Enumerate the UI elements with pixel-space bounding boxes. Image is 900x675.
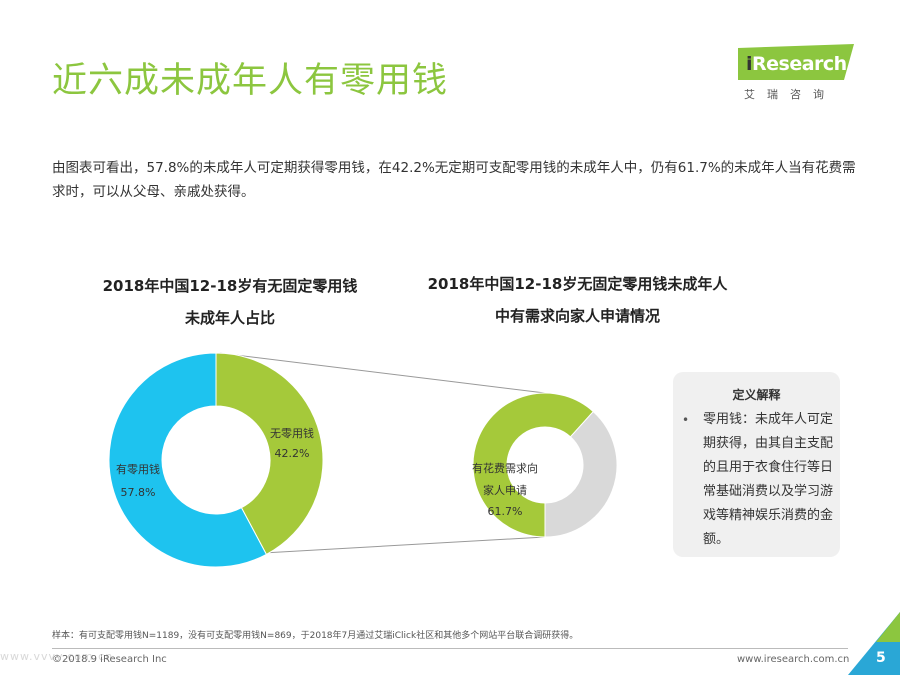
chart1-title-line1: 2018年中国12-18岁有无固定零用钱 (102, 277, 358, 295)
connector-line-0 (219, 352, 546, 394)
slice-value-request: 61.7% (488, 505, 523, 518)
data-labels: 无零用钱 42.2% 有零用钱 57.8% 有花费需求向 家人申请 61.7% (116, 426, 538, 518)
definition-bullet: • (682, 413, 690, 427)
donut-chart-1 (108, 352, 324, 568)
chart2-title-line2: 中有需求向家人申请情况 (494, 307, 660, 325)
intro-paragraph: 由图表可看出，57.8%的未成年人可定期获得零用钱，在42.2%无定期可支配零用… (52, 160, 856, 200)
copyright: ©2018.9 iResearch Inc (52, 654, 167, 665)
connector-lines (219, 352, 546, 554)
watermark: www.vvvv.com.cn (0, 650, 114, 663)
slice-label-has-allowance: 有零用钱 (116, 462, 160, 476)
chart2-title: 2018年中国12-18岁无固定零用钱未成年人 中有需求向家人申请情况 (400, 268, 755, 332)
page-title: 近六成未成年人有零用钱 (52, 61, 449, 101)
definition-title: 定义解释 (732, 388, 781, 402)
definition-text: 零用钱：未成年人可定期获得，由其自主支配的且用于衣食住行等日常基础消费以及学习游… (703, 412, 834, 547)
chart1-title: 2018年中国12-18岁有无固定零用钱 未成年人占比 (70, 270, 390, 334)
slice-value-no-allowance: 42.2% (275, 447, 310, 460)
logo-chinese-name: 艾瑞咨询 (744, 88, 836, 101)
donut2-slice-1 (544, 410, 618, 538)
logo-wordmark: iResearch (746, 53, 847, 75)
slice-label-request-line2: 家人申请 (483, 483, 527, 497)
donut2-slice-0 (472, 392, 594, 538)
chart1-title-line2: 未成年人占比 (184, 309, 275, 327)
chart2-title-line1: 2018年中国12-18岁无固定零用钱未成年人 (427, 275, 728, 293)
iresearch-logo: iResearch 艾瑞咨询 (738, 44, 858, 104)
donut1-slice-1 (108, 352, 268, 568)
donut1-slice-0 (215, 352, 324, 556)
donut-chart-2 (472, 392, 618, 538)
slice-value-has-allowance: 57.8% (121, 486, 156, 499)
connector-line-1 (269, 536, 546, 554)
footer-url[interactable]: www.iresearch.com.cn (737, 654, 850, 665)
slice-label-no-allowance: 无零用钱 (270, 426, 314, 440)
logo-badge-shape (738, 44, 854, 80)
definition-box: 定义解释 • 零用钱：未成年人可定期获得，由其自主支配的且用于衣食住行等日常基础… (673, 372, 840, 557)
corner-decoration (848, 612, 900, 675)
sample-note: 样本：有可支配零用钱N=1189，没有可支配零用钱N=869，于2018年7月通… (52, 631, 579, 641)
slice-label-request-line1: 有花费需求向 (472, 461, 538, 475)
footer-divider (52, 648, 848, 649)
page-number: 5 (876, 650, 886, 666)
